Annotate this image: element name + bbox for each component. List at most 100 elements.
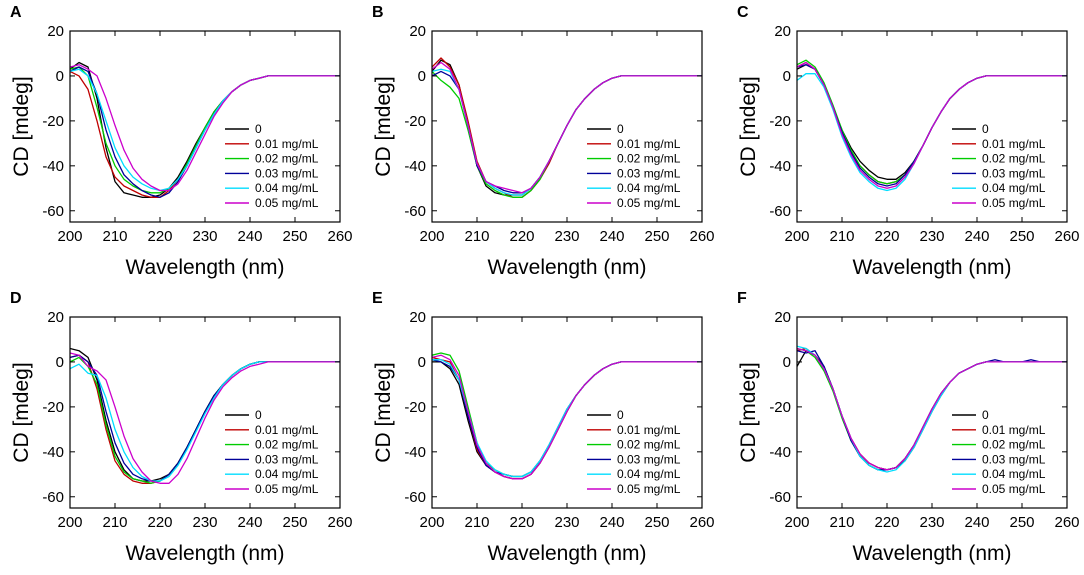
- legend-label: 0.04 mg/mL: [255, 467, 319, 481]
- y-tick-label: -20: [42, 113, 64, 130]
- legend-label: 0.03 mg/mL: [982, 166, 1046, 180]
- x-tick-label: 240: [964, 228, 989, 245]
- series-group: [432, 57, 702, 198]
- legend: 00.01 mg/mL0.02 mg/mL0.03 mg/mL0.04 mg/m…: [587, 122, 681, 210]
- legend-label: 0.01 mg/mL: [982, 137, 1046, 151]
- x-tick-label: 210: [464, 228, 489, 245]
- y-tick-label: 20: [47, 309, 64, 326]
- y-tick-label: 20: [47, 23, 64, 40]
- y-axis-title: CD [mdeg]: [737, 362, 760, 462]
- legend-label: 0.01 mg/mL: [255, 423, 319, 437]
- y-axis-title: CD [mdeg]: [372, 362, 395, 462]
- y-tick-label: -20: [404, 113, 426, 130]
- x-tick-label: 210: [829, 228, 854, 245]
- panel-letter: D: [10, 290, 22, 307]
- y-tick-label: 0: [56, 354, 64, 371]
- x-tick-label: 260: [689, 514, 714, 531]
- legend-label: 0: [982, 122, 989, 136]
- legend-label: 0: [982, 408, 989, 422]
- x-tick-label: 210: [464, 514, 489, 531]
- x-axis-title: Wavelength (nm): [125, 256, 284, 279]
- y-tick-label: 0: [56, 68, 64, 85]
- y-tick-label: -60: [404, 489, 426, 506]
- legend-label: 0: [255, 408, 262, 422]
- legend-label: 0.02 mg/mL: [255, 152, 319, 166]
- x-tick-label: 250: [282, 514, 307, 531]
- y-axis-title: CD [mdeg]: [372, 76, 395, 176]
- legend-label: 0.05 mg/mL: [982, 482, 1046, 496]
- legend-label: 0.01 mg/mL: [982, 423, 1046, 437]
- legend-label: 0.05 mg/mL: [255, 196, 319, 210]
- legend-label: 0.02 mg/mL: [617, 152, 681, 166]
- legend-label: 0.02 mg/mL: [982, 152, 1046, 166]
- x-tick-label: 260: [1054, 514, 1079, 531]
- y-tick-label: -40: [42, 158, 64, 175]
- y-tick-label: 20: [774, 23, 791, 40]
- x-tick-label: 230: [554, 514, 579, 531]
- panel-letter: E: [372, 290, 383, 307]
- x-tick-label: 240: [599, 514, 624, 531]
- series-line-5: [432, 61, 702, 194]
- legend-label: 0: [617, 122, 624, 136]
- y-tick-label: -60: [769, 489, 791, 506]
- legend: 00.01 mg/mL0.02 mg/mL0.03 mg/mL0.04 mg/m…: [952, 122, 1046, 210]
- y-tick-label: 0: [783, 68, 791, 85]
- y-tick-label: -60: [42, 203, 64, 220]
- legend-label: 0.02 mg/mL: [982, 438, 1046, 452]
- legend-label: 0.04 mg/mL: [255, 181, 319, 195]
- y-tick-label: -20: [769, 399, 791, 416]
- x-tick-label: 200: [419, 514, 444, 531]
- series-group: [797, 59, 1067, 192]
- x-tick-label: 260: [1054, 228, 1079, 245]
- legend-label: 0.03 mg/mL: [617, 452, 681, 466]
- x-axis-title: Wavelength (nm): [487, 542, 646, 565]
- x-tick-label: 200: [57, 228, 82, 245]
- x-tick-label: 250: [1009, 514, 1034, 531]
- y-tick-label: 0: [783, 354, 791, 371]
- x-tick-label: 260: [327, 228, 352, 245]
- y-tick-label: -60: [769, 203, 791, 220]
- x-tick-label: 230: [919, 514, 944, 531]
- y-tick-label: 0: [418, 68, 426, 85]
- x-tick-label: 210: [102, 228, 127, 245]
- y-tick-label: -40: [769, 444, 791, 461]
- series-line-5: [432, 354, 702, 480]
- x-tick-label: 220: [509, 228, 534, 245]
- x-tick-label: 220: [874, 514, 899, 531]
- legend-label: 0.05 mg/mL: [617, 482, 681, 496]
- legend-label: 0.03 mg/mL: [617, 166, 681, 180]
- x-tick-label: 200: [57, 514, 82, 531]
- y-axis-title: CD [mdeg]: [737, 76, 760, 176]
- series-group: [432, 352, 702, 480]
- series-group: [70, 61, 340, 198]
- x-tick-label: 240: [964, 514, 989, 531]
- x-tick-label: 250: [644, 228, 669, 245]
- legend-label: 0.04 mg/mL: [617, 181, 681, 195]
- y-tick-label: -60: [404, 203, 426, 220]
- legend: 00.01 mg/mL0.02 mg/mL0.03 mg/mL0.04 mg/m…: [225, 408, 319, 496]
- y-tick-label: -40: [769, 158, 791, 175]
- panel-letter: C: [737, 4, 749, 21]
- x-tick-label: 230: [192, 228, 217, 245]
- x-tick-label: 230: [554, 228, 579, 245]
- legend-label: 0.02 mg/mL: [617, 438, 681, 452]
- panel-letter: F: [737, 290, 747, 307]
- legend-label: 0.04 mg/mL: [617, 467, 681, 481]
- y-axis-title: CD [mdeg]: [10, 76, 33, 176]
- x-tick-label: 220: [147, 514, 172, 531]
- legend-label: 0.04 mg/mL: [982, 181, 1046, 195]
- series-group: [70, 347, 340, 484]
- legend-label: 0.02 mg/mL: [255, 438, 319, 452]
- legend-label: 0.03 mg/mL: [982, 452, 1046, 466]
- x-axis-title: Wavelength (nm): [852, 256, 1011, 279]
- y-tick-label: -60: [42, 489, 64, 506]
- legend-label: 0.01 mg/mL: [255, 137, 319, 151]
- series-group: [797, 345, 1067, 473]
- legend: 00.01 mg/mL0.02 mg/mL0.03 mg/mL0.04 mg/m…: [587, 408, 681, 496]
- legend-label: 0.05 mg/mL: [255, 482, 319, 496]
